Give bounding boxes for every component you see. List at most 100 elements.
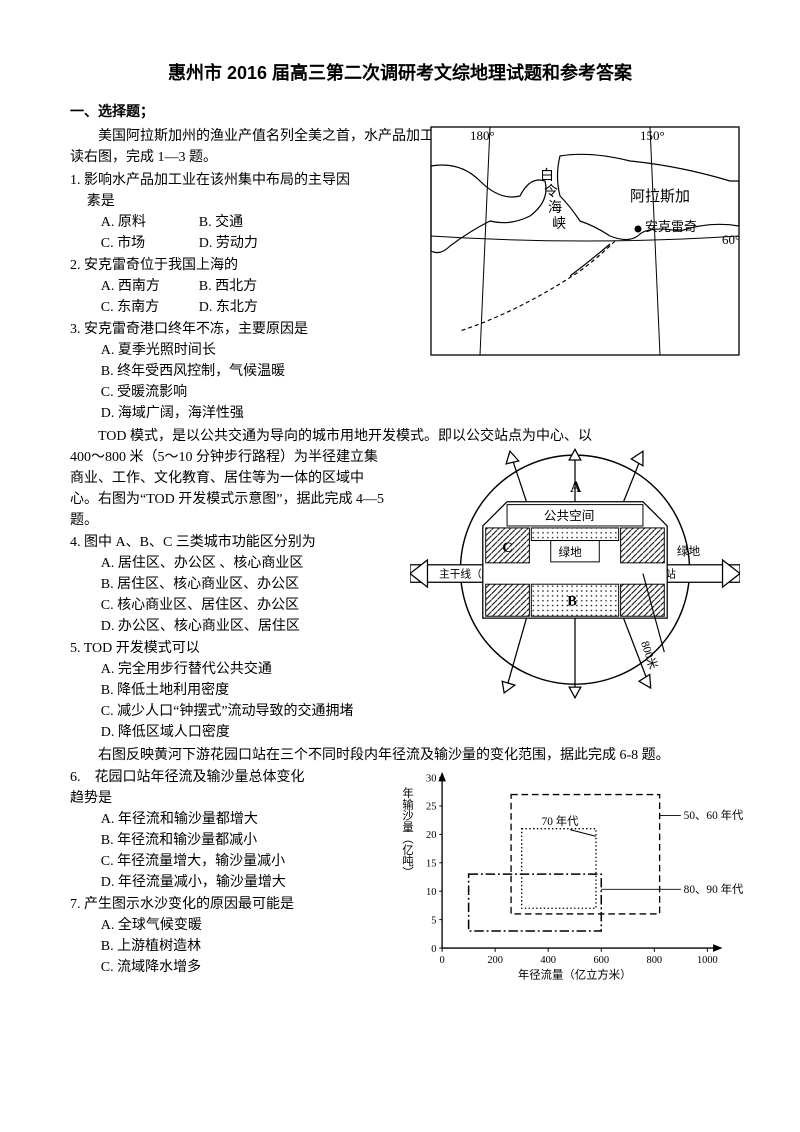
label-800m: 800米 <box>638 639 659 671</box>
q5-opt-b: B. 降低土地利用密度 <box>101 680 390 701</box>
q7-options: A. 全球气候变暖 B. 上游植树造林 C. 流域降水增多 <box>70 915 370 978</box>
q5-opt-d: D. 降低区域人口密度 <box>101 722 390 743</box>
q6-opt-d: D. 年径流量减小，输沙量增大 <box>101 872 370 893</box>
label-B: B <box>567 594 577 610</box>
q6-options: A. 年径流和输沙量都增大 B. 年径流和输沙量都减小 C. 年径流量增大，输沙… <box>70 809 370 893</box>
question-3: 3. 安克雷奇港口终年不冻，主要原因是 A. 夏季光照时间长 B. 终年受西风控… <box>70 319 410 424</box>
label-green: 绿地 <box>559 545 583 559</box>
ytick-5: 5 <box>431 915 442 926</box>
label-lat60: 60° <box>722 232 740 247</box>
label-C: C <box>502 540 513 556</box>
q5-opt-a: A. 完全用步行替代公共交通 <box>101 659 390 680</box>
q7-opt-a: A. 全球气候变暖 <box>101 915 370 936</box>
q3-opt-c: C. 受暖流影响 <box>101 382 410 403</box>
q1-opt-a: A. 原料 <box>101 212 199 233</box>
box-70 <box>522 829 596 909</box>
q1-opt-c: C. 市场 <box>101 233 199 254</box>
q1-stem-1: 1. 影响水产品加工业在该州集中布局的主导因 <box>70 170 410 191</box>
label-70: 70 年代 <box>542 814 580 828</box>
q1-opt-d: D. 劳动力 <box>199 233 258 254</box>
q3-opt-a: A. 夏季光照时间长 <box>101 340 410 361</box>
intro-tod-2: 400～800 米（5～10 分钟步行路程）为半径建立集商业、工作、文化教育、居… <box>70 447 390 531</box>
ytick-0: 0 <box>431 944 442 955</box>
label-bering-3: 峡 <box>552 216 566 232</box>
q6-opt-a: A. 年径流和输沙量都增大 <box>101 809 370 830</box>
q6-stem-2: 趋势是 <box>70 788 370 809</box>
svg-text:5: 5 <box>431 915 436 926</box>
label-lon180b: 180° <box>470 128 495 143</box>
label-pubspace: 公共空间 <box>544 509 594 523</box>
q7-opt-b: B. 上游植树造林 <box>101 936 370 957</box>
label-bering-2: 海 <box>548 200 562 216</box>
q3-opt-d: D. 海域广阔，海洋性强 <box>101 403 410 424</box>
svg-text:1000: 1000 <box>697 955 718 966</box>
figure-chart: 0 5 10 15 20 25 30 0 200 400 600 800 100… <box>390 767 750 987</box>
intro-hyk: 右图反映黄河下游花园口站在三个不同时段内年径流及输沙量的变化范围，据此完成 6-… <box>70 745 730 766</box>
q4-opt-d: D. 办公区、核心商业区、居住区 <box>101 616 390 637</box>
svg-text:600: 600 <box>593 955 609 966</box>
svg-text:800: 800 <box>647 955 663 966</box>
block-tod: 400～800 米（5～10 分钟步行路程）为半径建立集商业、工作、文化教育、居… <box>70 447 730 743</box>
svg-text:400: 400 <box>540 955 556 966</box>
ytick-10: 10 <box>426 887 442 898</box>
section-heading: 一、选择题； <box>70 101 730 122</box>
box-5060 <box>511 795 660 914</box>
svg-text:200: 200 <box>487 955 503 966</box>
svg-text:20: 20 <box>426 830 436 841</box>
ytick-20: 20 <box>426 830 442 841</box>
q4-opt-c: C. 核心商业区、居住区、办公区 <box>101 595 390 616</box>
label-green2: 绿地 <box>677 544 701 558</box>
ylabel: 年输沙量（亿吨） <box>401 786 414 878</box>
q1-opt-b: B. 交通 <box>199 212 243 233</box>
q1-stem-2: 素是 <box>70 191 410 212</box>
q5-stem: 5. TOD 开发模式可以 <box>70 638 390 659</box>
ytick-15: 15 <box>426 859 442 870</box>
question-1: 1. 影响水产品加工业在该州集中布局的主导因 素是 A. 原料B. 交通 C. … <box>70 170 410 254</box>
q3-options: A. 夏季光照时间长 B. 终年受西风控制，气候温暖 C. 受暖流影响 D. 海… <box>70 340 410 424</box>
svg-text:0: 0 <box>431 944 436 955</box>
q6-opt-b: B. 年径流和输沙量都减小 <box>101 830 370 851</box>
question-6: 6. 花园口站年径流及输沙量总体变化 趋势是 A. 年径流和输沙量都增大 B. … <box>70 767 370 893</box>
label-8090: 80、90 年代 <box>684 882 744 896</box>
q4-opt-b: B. 居住区、核心商业区、办公区 <box>101 574 390 595</box>
question-2: 2. 安克雷奇位于我国上海的 A. 西南方B. 西北方 C. 东南方D. 东北方 <box>70 255 410 318</box>
label-5060: 50、60 年代 <box>684 808 744 822</box>
q5-opt-c: C. 减少人口“钟摆式”流动导致的交通拥堵 <box>101 701 390 722</box>
svg-text:30: 30 <box>426 773 436 784</box>
q4-opt-a: A. 居住区、办公区 、核心商业区 <box>101 553 390 574</box>
q2-opt-d: D. 东北方 <box>199 297 258 318</box>
svg-text:0: 0 <box>440 955 445 966</box>
label-anchorage: 安克雷奇 <box>645 219 697 234</box>
q3-opt-b: B. 终年受西风控制，气候温暖 <box>101 361 410 382</box>
q2-opt-a: A. 西南方 <box>101 276 199 297</box>
svg-text:25: 25 <box>426 802 436 813</box>
q2-stem: 2. 安克雷奇位于我国上海的 <box>70 255 410 276</box>
ytick-25: 25 <box>426 802 442 813</box>
svg-text:10: 10 <box>426 887 436 898</box>
figure-alaska-map: 180° 180° 150° 60° 白 令 海 峡 阿拉斯加 安克雷奇 <box>430 126 740 356</box>
q6-opt-c: C. 年径流量增大，输沙量减小 <box>101 851 370 872</box>
label-bering-0: 白 <box>540 168 554 184</box>
xlabel: 年径流量（亿立方米） <box>518 967 632 981</box>
q5-options: A. 完全用步行替代公共交通 B. 降低土地利用密度 C. 减少人口“钟摆式”流… <box>70 659 390 743</box>
q6-stem-1: 6. 花园口站年径流及输沙量总体变化 <box>70 767 370 788</box>
q4-stem: 4. 图中 A、B、C 三类城市功能区分别为 <box>70 532 390 553</box>
label-A: A <box>570 479 582 496</box>
svg-text:15: 15 <box>426 859 436 870</box>
q2-opt-c: C. 东南方 <box>101 297 199 318</box>
label-alaska: 阿拉斯加 <box>630 188 690 205</box>
q3-stem: 3. 安克雷奇港口终年不冻，主要原因是 <box>70 319 410 340</box>
page-title: 惠州市 2016 届高三第二次调研考文综地理试题和参考答案 <box>70 60 730 87</box>
question-4: 4. 图中 A、B、C 三类城市功能区分别为 A. 居住区、办公区 、核心商业区… <box>70 532 390 637</box>
q7-stem: 7. 产生图示水沙变化的原因最可能是 <box>70 894 370 915</box>
figure-tod: 主干线（轨道或快速公交） 车站 公共空间 A C 绿地 绿地 B <box>410 447 740 702</box>
intro-tod-1: TOD 模式，是以公共交通为导向的城市用地开发模式。即以公交站点为中心、以 <box>70 426 730 447</box>
question-7: 7. 产生图示水沙变化的原因最可能是 A. 全球气候变暖 B. 上游植树造林 C… <box>70 894 370 978</box>
block-alaska: 美国阿拉斯加州的渔业产值名列全美之首，水产品加工业发达，安克雷奇是该州最大城市及… <box>70 126 730 424</box>
q1-options: A. 原料B. 交通 C. 市场D. 劳动力 <box>70 212 410 254</box>
q4-options: A. 居住区、办公区 、核心商业区 B. 居住区、核心商业区、办公区 C. 核心… <box>70 553 390 637</box>
block-hyk: 6. 花园口站年径流及输沙量总体变化 趋势是 A. 年径流和输沙量都增大 B. … <box>70 767 730 978</box>
question-5: 5. TOD 开发模式可以 A. 完全用步行替代公共交通 B. 降低土地利用密度… <box>70 638 390 743</box>
box-8090 <box>469 874 602 931</box>
q2-opt-b: B. 西北方 <box>199 276 257 297</box>
